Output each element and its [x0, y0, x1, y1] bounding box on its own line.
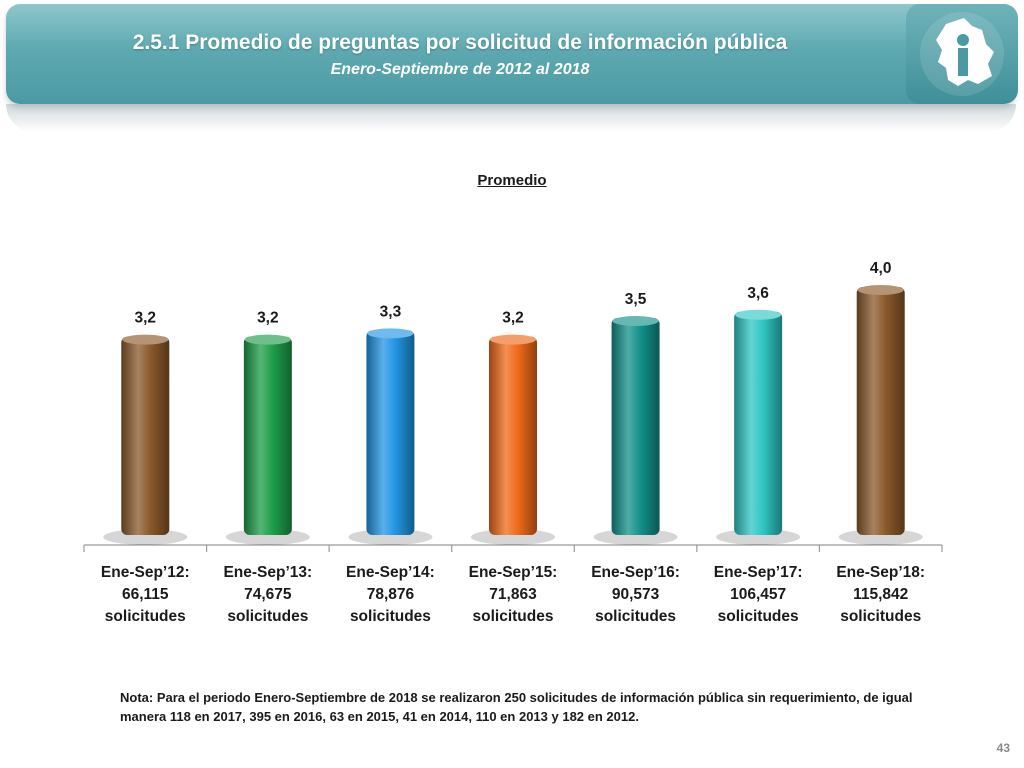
- bar-chart: 3,2 3,2 3,3 3,2 3,5 3,6 4,0: [83, 260, 943, 552]
- category-count: 90,573: [611, 586, 660, 603]
- page-subtitle: Enero-Septiembre de 2012 al 2018: [330, 61, 590, 78]
- category-unit: solicitudes: [595, 608, 677, 625]
- bar: [366, 330, 415, 535]
- category-period: Ene-Sep’13:: [223, 564, 313, 581]
- bar: [121, 336, 170, 535]
- category-period: Ene-Sep’18:: [836, 564, 926, 581]
- category-label: Ene-Sep’16: 90,573 solicitudes: [575, 562, 697, 628]
- category-period: Ene-Sep’14:: [346, 564, 435, 581]
- category-count: 115,842: [853, 586, 909, 603]
- bar-top-cap: [612, 316, 659, 326]
- category-unit: solicitudes: [472, 608, 554, 625]
- data-label: 3,2: [502, 310, 524, 327]
- data-label: 4,0: [870, 260, 892, 277]
- data-label: 3,3: [380, 303, 402, 320]
- bar: [243, 336, 292, 535]
- category-period: Ene-Sep’16:: [591, 564, 680, 581]
- bar: [734, 311, 783, 535]
- category-label: Ene-Sep’12: 66,115 solicitudes: [84, 562, 206, 628]
- bar-top-cap: [367, 328, 414, 339]
- category-count: 71,863: [489, 586, 537, 603]
- bar: [611, 318, 660, 535]
- category-count: 78,876: [366, 586, 415, 603]
- data-label: 3,2: [257, 310, 279, 327]
- bar-top-cap: [490, 334, 536, 345]
- chart-title: Promedio: [477, 172, 547, 189]
- page-number: 43: [996, 741, 1010, 755]
- bar: [856, 287, 905, 535]
- category-unit: solicitudes: [349, 608, 431, 625]
- cdmx-map-logo-icon: [920, 12, 1004, 96]
- category-unit: solicitudes: [104, 608, 186, 625]
- category-label: Ene-Sep’18: 115,842 solicitudes: [820, 562, 942, 628]
- category-unit: solicitudes: [227, 608, 309, 625]
- data-label: 3,2: [135, 310, 157, 327]
- bar-top-cap: [122, 334, 169, 345]
- category-period: Ene-Sep’15:: [468, 564, 558, 581]
- page-title: 2.5.1 Promedio de preguntas por solicitu…: [132, 31, 788, 54]
- footnote: Nota: Para el periodo Enero-Septiembre d…: [120, 690, 913, 724]
- category-unit: solicitudes: [840, 608, 922, 625]
- bar-top-cap: [857, 285, 904, 295]
- category-label: Ene-Sep’13: 74,675 solicitudes: [207, 562, 329, 628]
- bar-top-cap: [244, 334, 291, 345]
- bar: [489, 336, 537, 535]
- header-shadow: [6, 104, 1016, 132]
- category-count: 106,457: [730, 586, 787, 603]
- category-count: 74,675: [244, 586, 292, 603]
- bar-top-cap: [735, 309, 782, 320]
- data-label: 3,5: [625, 291, 647, 308]
- data-label: 3,6: [747, 285, 769, 302]
- category-count: 66,115: [122, 586, 169, 603]
- category-label: Ene-Sep’17: 106,457 solicitudes: [697, 562, 819, 628]
- category-label: Ene-Sep’15: 71,863 solicitudes: [452, 562, 574, 628]
- header-banner: [6, 4, 1016, 104]
- category-label: Ene-Sep’14: 78,876 solicitudes: [329, 562, 451, 628]
- category-period: Ene-Sep’17:: [713, 564, 803, 581]
- category-period: Ene-Sep’12:: [100, 564, 190, 581]
- category-unit: solicitudes: [717, 608, 799, 625]
- logo-badge: [906, 4, 1018, 104]
